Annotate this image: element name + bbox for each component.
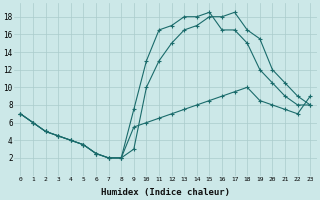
X-axis label: Humidex (Indice chaleur): Humidex (Indice chaleur) <box>101 188 230 197</box>
